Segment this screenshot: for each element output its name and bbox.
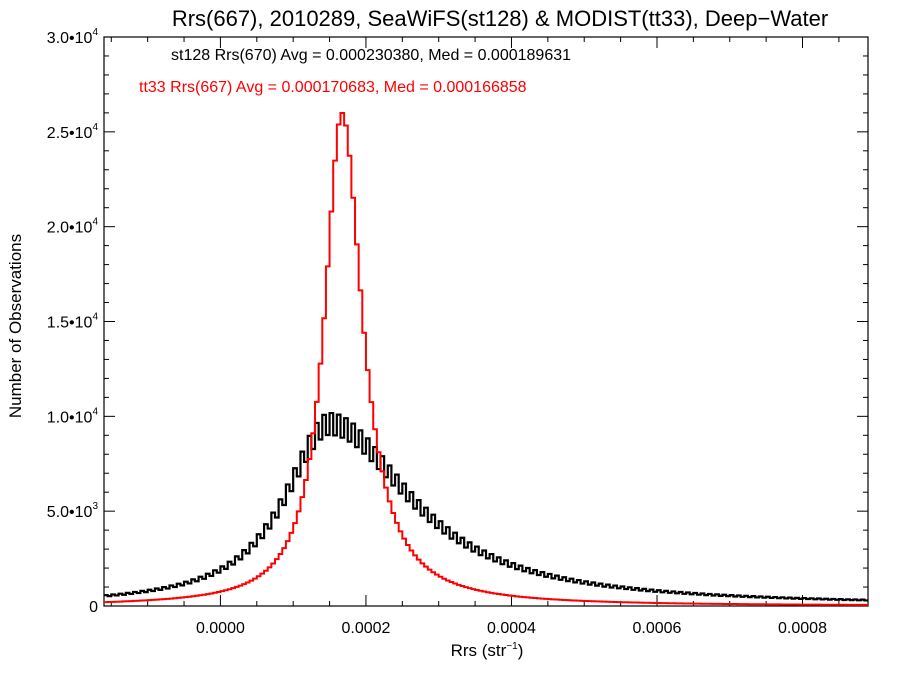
y-tick-label-exp: 4 bbox=[92, 217, 98, 228]
y-tick-label: 5.0•103 bbox=[47, 501, 99, 521]
plot-frame bbox=[103, 36, 869, 607]
y-tick-label-base: 3.0•10 bbox=[47, 30, 93, 47]
x-axis-label-main: Rrs (str bbox=[451, 641, 507, 660]
histogram-series-1 bbox=[104, 111, 868, 606]
y-tick-label-base: 0 bbox=[89, 599, 98, 616]
y-tick-label-base: 1.5•10 bbox=[47, 315, 93, 332]
x-tick-label: 0.0002 bbox=[341, 620, 390, 637]
x-tick-label: 0.0006 bbox=[633, 620, 682, 637]
y-tick-label-exp: 4 bbox=[92, 27, 98, 38]
annotation-tt33: tt33 Rrs(667) Avg = 0.000170683, Med = 0… bbox=[139, 79, 527, 96]
x-tick-label: 0.0004 bbox=[487, 620, 536, 637]
y-tick-label: 3.0•104 bbox=[47, 27, 99, 47]
histogram-series-0 bbox=[104, 411, 868, 602]
series-layer bbox=[104, 111, 868, 606]
x-axis-label: Rrs (str−1) bbox=[451, 641, 524, 660]
x-axis-label-sup: −1 bbox=[506, 641, 518, 652]
annotation-st128: st128 Rrs(670) Avg = 0.000230380, Med = … bbox=[171, 47, 571, 64]
y-tick-label-exp: 4 bbox=[92, 312, 98, 323]
x-axis: 0.0000 0.0002 0.0004 0.0006 0.0008 bbox=[110, 37, 840, 637]
y-tick-label-base: 1.0•10 bbox=[47, 409, 93, 426]
y-tick-label-base: 2.0•10 bbox=[47, 220, 93, 237]
y-tick-label-exp: 4 bbox=[92, 122, 98, 133]
y-tick-label: 1.5•104 bbox=[47, 312, 99, 332]
y-tick-label-base: 5.0•10 bbox=[47, 504, 93, 521]
x-tick-label: 0.0000 bbox=[196, 620, 245, 637]
y-tick-label-base: 2.5•10 bbox=[47, 125, 93, 142]
chart-title: Rrs(667), 2010289, SeaWiFS(st128) & MODI… bbox=[172, 6, 828, 31]
y-axis-label: Number of Observations bbox=[6, 234, 25, 418]
y-tick-label: 2.0•104 bbox=[47, 217, 99, 237]
y-tick-label: 0 bbox=[89, 599, 98, 616]
x-axis-label-tail: ) bbox=[518, 641, 524, 660]
y-tick-label-exp: 3 bbox=[92, 501, 98, 512]
y-axis: 05.0•1031.0•1041.5•1042.0•1042.5•1043.0•… bbox=[47, 27, 868, 616]
y-tick-label: 1.0•104 bbox=[47, 406, 99, 426]
y-tick-label-exp: 4 bbox=[92, 406, 98, 417]
y-tick-label: 2.5•104 bbox=[47, 122, 99, 142]
x-tick-label: 0.0008 bbox=[778, 620, 827, 637]
